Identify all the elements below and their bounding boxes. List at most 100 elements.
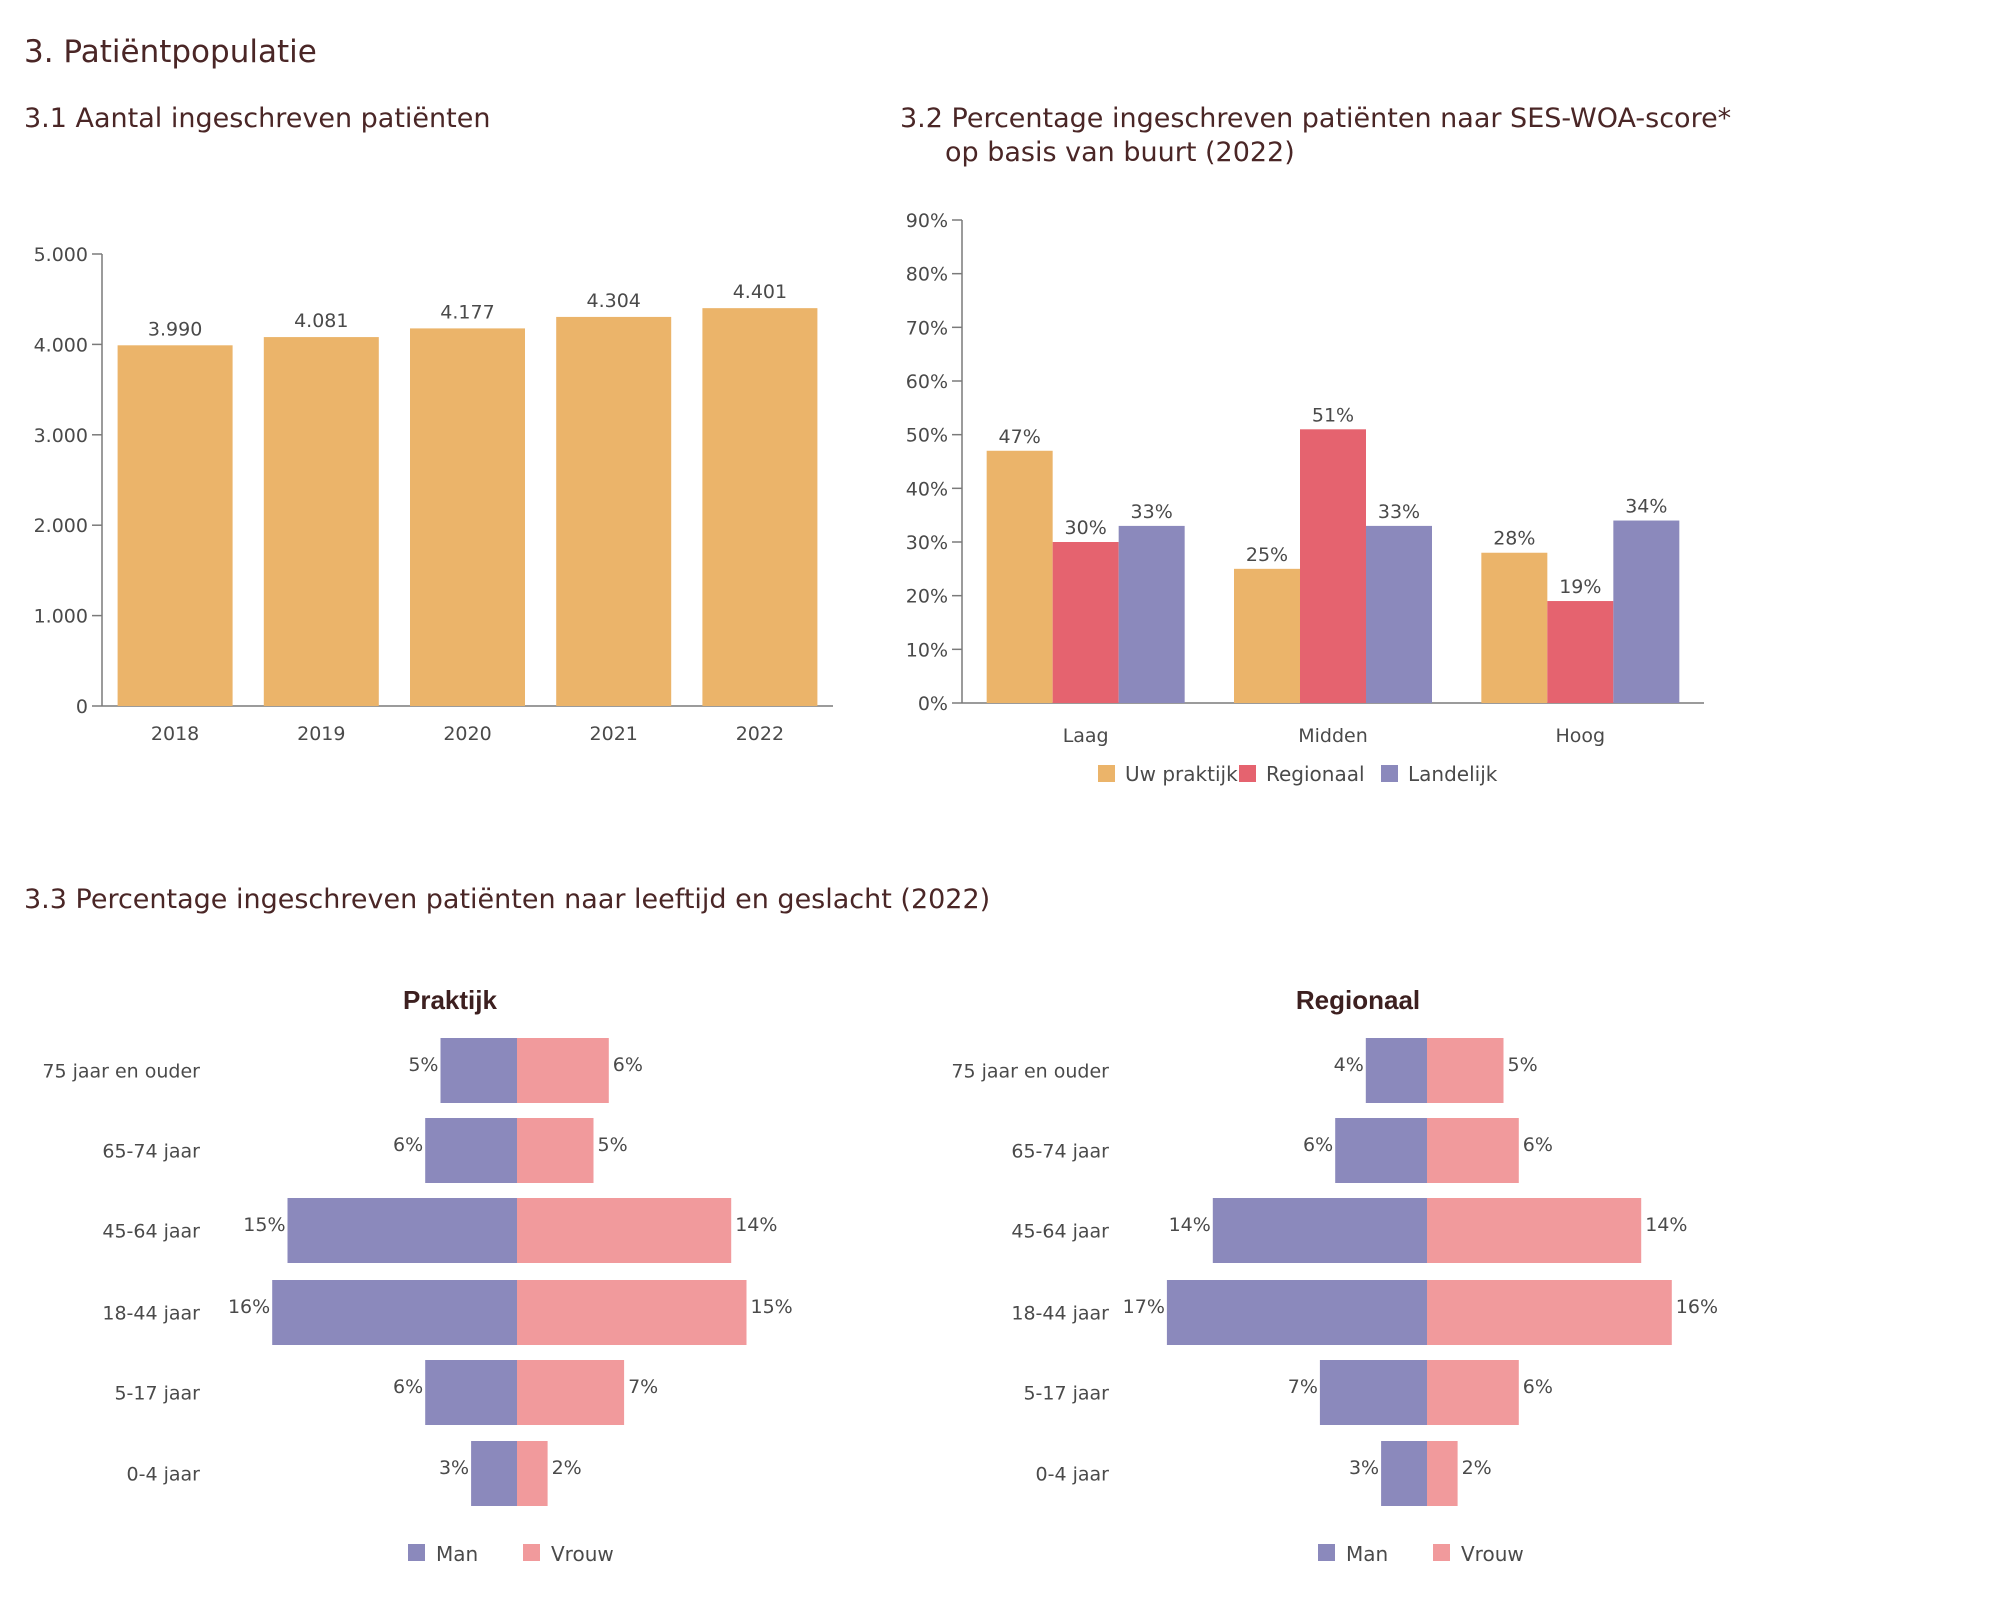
legend-swatch	[1239, 765, 1256, 782]
bar-man	[471, 1441, 517, 1506]
data-label: 15%	[243, 1214, 285, 1236]
data-label: 4%	[1334, 1054, 1364, 1076]
legend: Man Vrouw	[1318, 1542, 1524, 1566]
page-title: 3. Patiëntpopulatie	[24, 34, 317, 70]
bar-vrouw	[517, 1360, 625, 1425]
legend-label: Vrouw	[551, 1542, 614, 1566]
legend-label: Uw praktijk	[1125, 762, 1238, 786]
data-label: 4.081	[294, 310, 348, 332]
bar	[117, 345, 233, 706]
section-32-title: 3.2 Percentage ingeschreven patiënten na…	[900, 102, 1731, 170]
bar	[1481, 552, 1548, 703]
data-label: 2%	[552, 1457, 582, 1479]
data-label: 15%	[751, 1296, 793, 1318]
data-label: 33%	[1378, 501, 1420, 523]
category-label: 18-44 jaar	[102, 1303, 200, 1325]
section-33-title: 3.3 Percentage ingeschreven patiënten na…	[24, 884, 991, 915]
bar-vrouw	[517, 1198, 732, 1263]
data-label: 28%	[1493, 528, 1535, 550]
data-label: 5%	[1508, 1054, 1538, 1076]
section-32-title-line2: op basis van buurt (2022)	[945, 137, 1295, 168]
data-label: 5%	[408, 1054, 438, 1076]
data-label: 4.304	[586, 290, 640, 312]
data-label: 5%	[598, 1134, 628, 1156]
data-label: 51%	[1312, 404, 1354, 426]
data-label: 17%	[1123, 1296, 1165, 1318]
y-tick-label: 40%	[906, 478, 948, 500]
y-tick-label: 5.000	[34, 244, 88, 266]
y-tick-label: 30%	[906, 532, 948, 554]
x-tick-label: 2019	[297, 723, 345, 745]
bar-man	[440, 1038, 517, 1103]
category-label: 75 jaar en ouder	[42, 1061, 200, 1083]
category-label: 0-4 jaar	[1036, 1464, 1110, 1486]
legend: Man Vrouw	[408, 1542, 614, 1566]
bar	[1234, 568, 1300, 703]
bar	[1052, 542, 1119, 703]
legend-label: Vrouw	[1461, 1542, 1524, 1566]
legend-swatch	[523, 1544, 540, 1561]
y-tick-label: 20%	[906, 586, 948, 608]
bar-vrouw	[1427, 1280, 1672, 1345]
x-tick-label: 2021	[590, 723, 638, 745]
x-tick-label: 2022	[736, 723, 784, 745]
y-tick-label: 4.000	[34, 334, 88, 356]
category-label: 0-4 jaar	[127, 1464, 201, 1486]
y-tick-label: 70%	[906, 317, 948, 339]
category-label: 45-64 jaar	[102, 1221, 200, 1243]
data-label: 30%	[1065, 517, 1107, 539]
bar	[410, 328, 525, 706]
category-label: 5-17 jaar	[114, 1383, 200, 1405]
bar-vrouw	[1427, 1198, 1642, 1263]
data-label: 47%	[999, 426, 1041, 448]
data-label: 6%	[393, 1134, 423, 1156]
x-tick-label: 2020	[443, 723, 491, 745]
bar	[1366, 525, 1432, 703]
y-tick-label: 90%	[906, 210, 948, 232]
data-label: 25%	[1246, 544, 1288, 566]
data-label: 14%	[1169, 1214, 1211, 1236]
y-tick-label: 2.000	[34, 515, 88, 537]
category-label: 18-44 jaar	[1011, 1303, 1109, 1325]
y-tick-label: 60%	[906, 371, 948, 393]
data-label: 6%	[1523, 1376, 1553, 1398]
category-label: 45-64 jaar	[1011, 1221, 1109, 1243]
y-tick-label: 1.000	[34, 606, 88, 628]
y-tick-label: 3.000	[34, 425, 88, 447]
legend: Uw praktijk Regionaal Landelijk	[1098, 762, 1498, 786]
bar-man	[1166, 1280, 1427, 1345]
pyramid-title: Praktijk	[403, 985, 497, 1015]
data-label: 6%	[393, 1376, 423, 1398]
data-label: 6%	[1303, 1134, 1333, 1156]
legend-swatch	[1433, 1544, 1450, 1561]
x-tick-label: Laag	[1063, 725, 1109, 747]
bar-vrouw	[517, 1280, 747, 1345]
section-31-title: 3.1 Aantal ingeschreven patiënten	[24, 103, 491, 134]
category-label: 65-74 jaar	[1011, 1141, 1109, 1163]
data-label: 33%	[1131, 501, 1173, 523]
data-label: 34%	[1625, 496, 1667, 518]
y-tick-label: 0%	[918, 693, 948, 715]
data-label: 4.177	[440, 301, 494, 323]
legend-label: Regionaal	[1266, 762, 1365, 786]
legend-swatch	[1098, 765, 1115, 782]
y-tick-label: 80%	[906, 264, 948, 286]
y-tick-label: 0	[76, 696, 88, 718]
bar-man	[425, 1118, 517, 1183]
legend-swatch	[408, 1544, 425, 1561]
data-label: 19%	[1559, 576, 1601, 598]
bar-vrouw	[517, 1118, 594, 1183]
bar-man	[1212, 1198, 1427, 1263]
chart-ses-woa: 0% 10% 20% 30% 40% 50% 60% 70% 80% 90% 47% 30% 33% La…	[906, 210, 1704, 786]
bar-vrouw	[1427, 1118, 1519, 1183]
bar-man	[272, 1280, 517, 1345]
x-tick-label: 2018	[151, 723, 199, 745]
legend-label: Man	[436, 1542, 478, 1566]
chart-pyramid-praktijk: Praktijk 75 jaar en ouder 5% 6% 65-74 jaar 6%…	[42, 985, 792, 1566]
data-label: 2%	[1462, 1457, 1492, 1479]
data-label: 3.990	[148, 318, 202, 340]
bar	[702, 308, 818, 706]
bar-man	[1335, 1118, 1427, 1183]
category-label: 5-17 jaar	[1023, 1383, 1109, 1405]
